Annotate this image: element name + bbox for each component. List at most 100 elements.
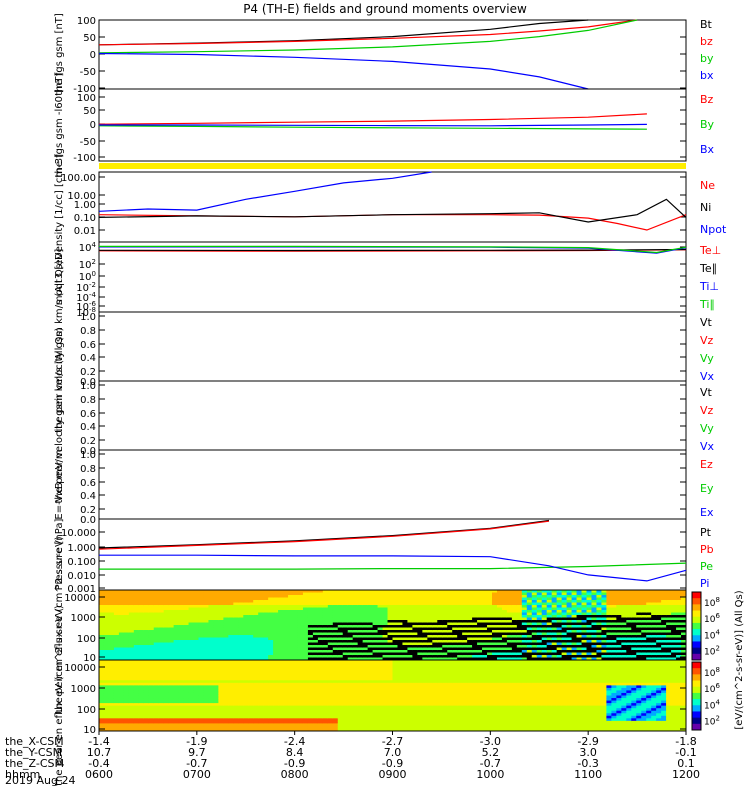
- legend-bz: bz: [700, 35, 713, 48]
- y-axis-label: the peer velocity gsm km/s (All Qs): [54, 327, 65, 503]
- y-axis-label: the peer en eflux eV (cm^2-s-sr-eV): [54, 605, 65, 786]
- colorbar-lower: 108 106 104 102: [691, 661, 720, 731]
- y-tick-label: 0.010: [67, 571, 96, 582]
- legend-Ez: Ez: [700, 458, 713, 471]
- y-tick-label: 100: [77, 634, 96, 645]
- y-tick-label: 0.10: [74, 213, 96, 224]
- y-tick-label: 1000: [71, 684, 96, 695]
- series-bx: [98, 52, 589, 90]
- series-bz: [98, 19, 638, 46]
- series-Ne: [98, 214, 687, 231]
- y-tick-label: 0.8: [80, 395, 96, 406]
- legend-Ne: Ne: [700, 179, 715, 192]
- footer-row-label: the_X-CSM: [5, 735, 64, 748]
- colorbar-upper: 108 106 104 102: [691, 591, 720, 661]
- footer-value-hhmm: 1000: [476, 768, 504, 781]
- y-axis-label: the fgs gsm [nT]: [54, 13, 65, 96]
- footer-value-z_csm: -0.4: [88, 757, 109, 770]
- y-tick-label: 50: [83, 33, 96, 44]
- y-tick-label: -100: [73, 84, 96, 95]
- footer-value-hhmm: 0900: [379, 768, 407, 781]
- legend-Pe: Pe: [700, 560, 713, 573]
- footer-value-y_csm: 10.7: [87, 746, 112, 759]
- colorbar-frame: [691, 591, 702, 661]
- footer-value-y_csm: -0.1: [675, 746, 696, 759]
- legend-Ti∥: Ti∥: [699, 298, 715, 311]
- panel-frame-5: [98, 311, 687, 382]
- legend-Pt: Pt: [700, 526, 712, 539]
- legend-by: by: [700, 52, 714, 65]
- footer-value-z_csm: -0.9: [284, 757, 305, 770]
- y-tick-label: 0.6: [80, 409, 96, 420]
- y-tick-label: 104: [79, 241, 97, 254]
- y-tick-label: 0.2: [80, 505, 96, 516]
- y-tick-label: 0.4: [80, 491, 96, 502]
- colorbar-tick: 106: [704, 612, 720, 625]
- y-tick-label: 100: [77, 705, 96, 716]
- colorbar-tick: 102: [704, 715, 720, 728]
- series-Pi: [99, 554, 687, 582]
- footer-value-x_csm: -2.7: [382, 735, 403, 748]
- footer-value-hhmm: 0800: [281, 768, 309, 781]
- footer-value-x_csm: -1.4: [88, 735, 109, 748]
- colorbar-tick: 104: [704, 628, 720, 641]
- y-tick-label: 0.01: [74, 226, 96, 237]
- series-by: [98, 19, 638, 54]
- y-tick-label: 10000: [64, 593, 96, 604]
- series-Pe: [99, 562, 687, 570]
- y-tick-label: 0.0: [80, 515, 96, 526]
- spectrogram-9: [99, 590, 687, 661]
- y-axis-label: the peir en eflux eV (cm^2-s-sr-eV): [54, 536, 65, 713]
- footer-value-hhmm: 1200: [672, 768, 700, 781]
- footer-value-hhmm: 0700: [183, 768, 211, 781]
- footer-value-y_csm: 3.0: [579, 746, 597, 759]
- legend-Vt: Vt: [700, 316, 713, 329]
- y-tick-label: 10-6: [76, 300, 96, 313]
- footer-value-z_csm: -0.3: [577, 757, 598, 770]
- y-tick-label: 1.0: [80, 381, 96, 392]
- colorbar-tick: 104: [704, 698, 720, 711]
- plot-title: P4 (TH-E) fields and ground moments over…: [243, 2, 527, 16]
- legend-Npot: Npot: [700, 223, 727, 236]
- footer-value-z_csm: 0.1: [677, 757, 695, 770]
- panel-5: 1.0 0.8 0.6 0.4 0.20.0 the peir velocity gsm …: [54, 260, 715, 433]
- series-By: [98, 125, 647, 130]
- y-axis-label: moqt3 [eV]: [54, 249, 65, 306]
- legend-By: By: [700, 118, 715, 131]
- footer-value-hhmm: 0600: [85, 768, 113, 781]
- y-tick-label: 0.2: [80, 436, 96, 447]
- footer-value-x_csm: -2.9: [577, 735, 598, 748]
- panel-frame-4: [98, 241, 687, 313]
- y-tick-label: -100: [73, 153, 96, 164]
- panel-frame-3: [98, 171, 687, 243]
- legend-Bt: Bt: [700, 18, 713, 31]
- y-tick-label: 1.00: [74, 200, 96, 211]
- legend-Bz: Bz: [700, 93, 714, 106]
- panel-frame-8: [98, 518, 687, 591]
- y-tick-label: 1.0: [80, 312, 96, 323]
- y-tick-label: 0.8: [80, 464, 96, 475]
- series-Npot: [98, 171, 432, 212]
- legend-Vz: Vz: [700, 404, 714, 417]
- legend-Bx: Bx: [700, 143, 715, 156]
- y-tick-label: 0.0: [80, 446, 96, 457]
- footer-value-y_csm: 9.7: [188, 746, 206, 759]
- legend-Vz: Vz: [700, 334, 714, 347]
- legend-Te⊥: Te⊥: [699, 244, 721, 257]
- legend-Vt: Vt: [700, 386, 713, 399]
- panel-9: 10000 1000 100 10 the peir en eflux eV (cm^2…: [54, 536, 687, 714]
- colorbar-tick: 106: [704, 682, 720, 695]
- y-tick-label: 50: [83, 106, 96, 117]
- series-Bz: [98, 113, 647, 125]
- y-axis-label: E=-VxB mV/m: [54, 449, 65, 519]
- y-tick-label: 1000: [71, 613, 96, 624]
- legend-Vy: Vy: [700, 422, 714, 435]
- panel-2: 100 50 0 -50 -100 the fgs gsm -l60 [nT] Bz By Bx: [54, 72, 715, 177]
- y-tick-label: 0.001: [67, 584, 96, 595]
- colorbar-frame: [691, 661, 702, 731]
